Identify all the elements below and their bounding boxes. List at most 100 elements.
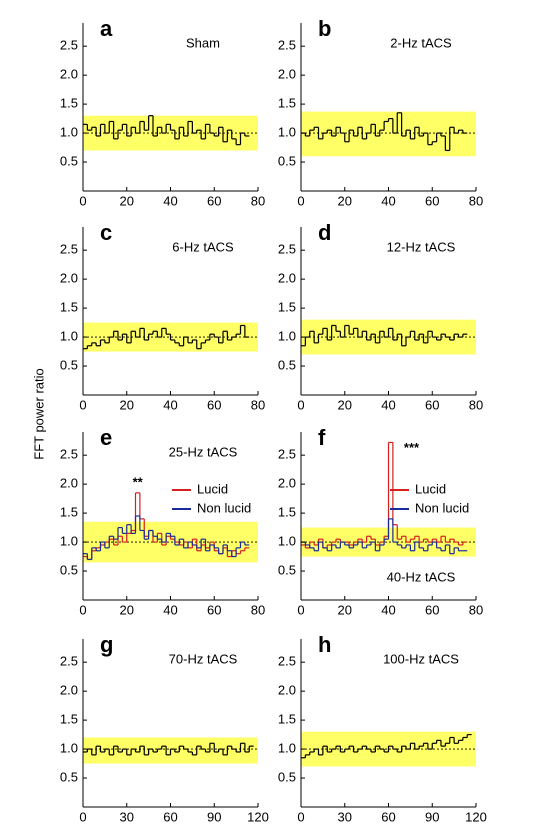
panel-letter: a	[100, 16, 113, 41]
y-tick-label: 1.5	[60, 96, 78, 111]
y-tick-label: 1.0	[278, 741, 296, 756]
x-tick-label: 0	[79, 809, 86, 824]
y-tick-label: 2.0	[60, 683, 78, 698]
x-tick-label: 80	[251, 602, 265, 617]
y-tick-label: 1.0	[278, 125, 296, 140]
panel-letter: h	[318, 632, 331, 657]
y-tick-label: 0.5	[278, 769, 296, 784]
x-tick-label: 120	[247, 809, 269, 824]
y-axis-label: FFT power ratio	[31, 368, 46, 460]
y-tick-label: 2.0	[278, 476, 296, 491]
y-tick-label: 2.0	[60, 67, 78, 82]
y-tick-label: 2.0	[278, 683, 296, 698]
x-tick-label: 0	[297, 809, 304, 824]
panel-title: 100-Hz tACS	[383, 651, 459, 666]
x-tick-label: 40	[163, 602, 177, 617]
panel-letter: d	[318, 220, 331, 245]
y-tick-label: 2.5	[60, 38, 78, 53]
step-riser	[304, 325, 464, 346]
x-tick-label: 80	[469, 193, 483, 208]
x-tick-label: 60	[381, 809, 395, 824]
x-tick-label: 20	[120, 397, 134, 412]
x-tick-label: 60	[425, 602, 439, 617]
panel-letter: f	[318, 425, 326, 450]
y-tick-label: 0.5	[278, 153, 296, 168]
x-tick-label: 20	[120, 602, 134, 617]
y-tick-label: 2.5	[278, 447, 296, 462]
y-tick-label: 0.5	[278, 562, 296, 577]
y-tick-label: 0.5	[278, 357, 296, 372]
y-tick-label: 1.5	[278, 505, 296, 520]
y-tick-label: 0.5	[60, 357, 78, 372]
panel-letter: b	[318, 16, 331, 41]
y-tick-label: 0.5	[60, 562, 78, 577]
y-tick-label: 2.0	[60, 271, 78, 286]
x-tick-label: 20	[338, 602, 352, 617]
x-tick-label: 80	[251, 397, 265, 412]
step-riser	[86, 516, 246, 560]
x-tick-label: 40	[381, 193, 395, 208]
y-tick-label: 1.5	[60, 300, 78, 315]
step-riser	[304, 112, 464, 151]
y-tick-label: 1.0	[278, 329, 296, 344]
x-tick-label: 0	[297, 602, 304, 617]
x-tick-label: 20	[338, 193, 352, 208]
x-tick-label: 40	[163, 193, 177, 208]
x-tick-label: 0	[79, 602, 86, 617]
step-riser	[304, 734, 468, 758]
x-tick-label: 40	[381, 602, 395, 617]
y-tick-label: 2.5	[60, 242, 78, 257]
step-riser	[86, 743, 250, 755]
x-tick-label: 80	[469, 397, 483, 412]
step-riser	[86, 325, 246, 349]
x-tick-label: 80	[251, 193, 265, 208]
x-tick-label: 40	[163, 397, 177, 412]
panel-title: Sham	[186, 35, 220, 50]
legend-label: Lucid	[415, 481, 446, 496]
y-tick-label: 1.0	[60, 534, 78, 549]
y-tick-label: 2.5	[278, 654, 296, 669]
y-tick-label: 1.5	[60, 505, 78, 520]
y-tick-label: 2.0	[278, 271, 296, 286]
y-tick-label: 1.0	[60, 329, 78, 344]
y-tick-label: 2.0	[278, 67, 296, 82]
y-tick-label: 1.5	[60, 712, 78, 727]
x-tick-label: 20	[338, 397, 352, 412]
y-tick-label: 2.5	[278, 242, 296, 257]
x-tick-label: 0	[79, 397, 86, 412]
x-tick-label: 60	[207, 193, 221, 208]
legend-label: Non lucid	[197, 500, 251, 515]
x-tick-label: 80	[469, 602, 483, 617]
y-tick-label: 0.5	[60, 153, 78, 168]
x-tick-label: 0	[297, 397, 304, 412]
x-tick-label: 30	[338, 809, 352, 824]
x-tick-label: 60	[207, 397, 221, 412]
y-tick-label: 2.5	[60, 654, 78, 669]
x-tick-label: 90	[425, 809, 439, 824]
y-tick-label: 1.5	[278, 300, 296, 315]
x-tick-label: 90	[207, 809, 221, 824]
significance: **	[133, 474, 144, 489]
y-tick-label: 1.5	[278, 96, 296, 111]
x-tick-label: 0	[297, 193, 304, 208]
legend-label: Non lucid	[415, 500, 469, 515]
y-tick-label: 2.5	[278, 38, 296, 53]
x-tick-label: 60	[425, 397, 439, 412]
panel-title: 12-Hz tACS	[387, 239, 456, 254]
y-tick-label: 1.0	[278, 534, 296, 549]
panel-title: 40-Hz tACS	[387, 569, 456, 584]
x-tick-label: 60	[425, 193, 439, 208]
x-tick-label: 20	[120, 193, 134, 208]
y-tick-label: 0.5	[60, 769, 78, 784]
y-tick-label: 1.5	[278, 712, 296, 727]
panel-letter: c	[100, 220, 112, 245]
x-tick-label: 40	[381, 397, 395, 412]
x-tick-label: 0	[79, 193, 86, 208]
step-riser	[86, 115, 246, 145]
panel-title: 70-Hz tACS	[169, 651, 238, 666]
panel-title: 25-Hz tACS	[169, 444, 238, 459]
y-tick-label: 2.0	[60, 476, 78, 491]
x-tick-label: 60	[163, 809, 177, 824]
panel-letter: g	[100, 632, 113, 657]
